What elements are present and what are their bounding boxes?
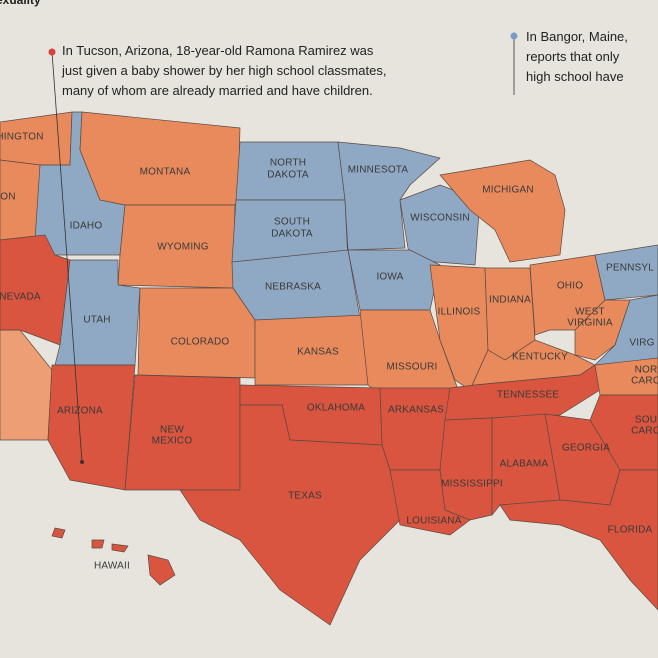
annotation-line: just given a baby shower by her high sch… bbox=[61, 63, 386, 78]
dot bbox=[48, 48, 56, 56]
annotation-line: high school have bbox=[526, 69, 624, 84]
state bbox=[54, 259, 141, 366]
state-label: MEXICO bbox=[152, 436, 193, 447]
state-label: OHIO bbox=[557, 281, 583, 292]
state-label: NEBRASKA bbox=[265, 282, 321, 293]
state-label: NEW bbox=[160, 425, 184, 436]
dot bbox=[80, 460, 84, 464]
state-label: MICHIGAN bbox=[482, 185, 534, 196]
state-label: HINGTON bbox=[0, 132, 44, 143]
state-label: VIRG bbox=[629, 338, 654, 349]
state-label: NOR bbox=[635, 365, 658, 376]
state bbox=[137, 287, 256, 379]
state bbox=[499, 469, 658, 611]
state-label: KANSAS bbox=[297, 347, 339, 358]
state-label: VIRGINIA bbox=[567, 318, 613, 329]
state bbox=[439, 417, 493, 521]
state-label: SOU bbox=[635, 415, 657, 426]
state-label: MINNESOTA bbox=[348, 165, 409, 176]
island bbox=[147, 554, 176, 586]
state-label: MISSISSIPPI bbox=[441, 479, 503, 490]
state bbox=[117, 204, 236, 289]
state-label: FLORIDA bbox=[608, 525, 653, 536]
state-label: WYOMING bbox=[157, 242, 208, 253]
state-label: TEXAS bbox=[288, 491, 322, 502]
state bbox=[47, 364, 136, 491]
state-label: ARKANSAS bbox=[388, 405, 444, 416]
state-label: ARIZONA bbox=[57, 406, 103, 417]
annotation-line: In Bangor, Maine, bbox=[526, 29, 628, 44]
state-label: ILLINOIS bbox=[438, 307, 481, 318]
state-label: TENNESSEE bbox=[497, 390, 560, 401]
state-label: PENNSYL bbox=[606, 263, 654, 274]
island bbox=[51, 527, 66, 539]
state-labels: HINGTON ON IDAHO MONTANA WYOMING NORTH D… bbox=[0, 132, 658, 572]
map bbox=[0, 111, 658, 626]
state-label: MISSOURI bbox=[386, 362, 437, 373]
annotation-tucson: In Tucson, Arizona, 18-year-old Ramona R… bbox=[48, 43, 386, 464]
state-label: HAWAII bbox=[94, 561, 130, 572]
state-label: IOWA bbox=[376, 272, 403, 283]
leader-line bbox=[51, 51, 83, 463]
header: exuality bbox=[0, 0, 41, 7]
state-label: LOUISIANA bbox=[406, 516, 461, 527]
state-label: UTAH bbox=[83, 315, 110, 326]
island bbox=[91, 539, 105, 549]
state-label: OKLAHOMA bbox=[307, 403, 365, 414]
dot bbox=[510, 32, 518, 40]
island bbox=[111, 543, 129, 553]
state bbox=[594, 244, 658, 301]
annotation-bangor: In Bangor, Maine, reports that only high… bbox=[510, 29, 628, 95]
state bbox=[439, 159, 566, 263]
state-label: DAKOTA bbox=[267, 170, 309, 181]
state bbox=[379, 387, 451, 471]
state bbox=[179, 404, 401, 626]
state-label: KENTUCKY bbox=[512, 352, 568, 363]
state-label: DAKOTA bbox=[271, 229, 313, 240]
state-label: IDAHO bbox=[70, 221, 103, 232]
state-label: ON bbox=[0, 192, 15, 203]
state-label: WISCONSIN bbox=[410, 213, 470, 224]
annotation-line: reports that only bbox=[526, 49, 620, 64]
state-label: GEORGIA bbox=[562, 443, 610, 454]
annotation-line: In Tucson, Arizona, 18-year-old Ramona R… bbox=[62, 43, 374, 58]
state-label: ALABAMA bbox=[500, 459, 549, 470]
state-label: COLORADO bbox=[171, 337, 230, 348]
state-label: CARO bbox=[631, 376, 658, 387]
state-label: INDIANA bbox=[489, 295, 531, 306]
state-label: NORTH bbox=[270, 158, 306, 169]
state-label: SOUTH bbox=[274, 217, 310, 228]
state bbox=[594, 357, 658, 396]
state bbox=[79, 111, 241, 206]
state-label: NEVADA bbox=[0, 292, 41, 303]
state-label: CARO bbox=[631, 426, 658, 437]
annotation-line: many of whom are already married and hav… bbox=[62, 83, 373, 98]
state-label: MONTANA bbox=[140, 167, 191, 178]
state-label: WEST bbox=[575, 307, 605, 318]
